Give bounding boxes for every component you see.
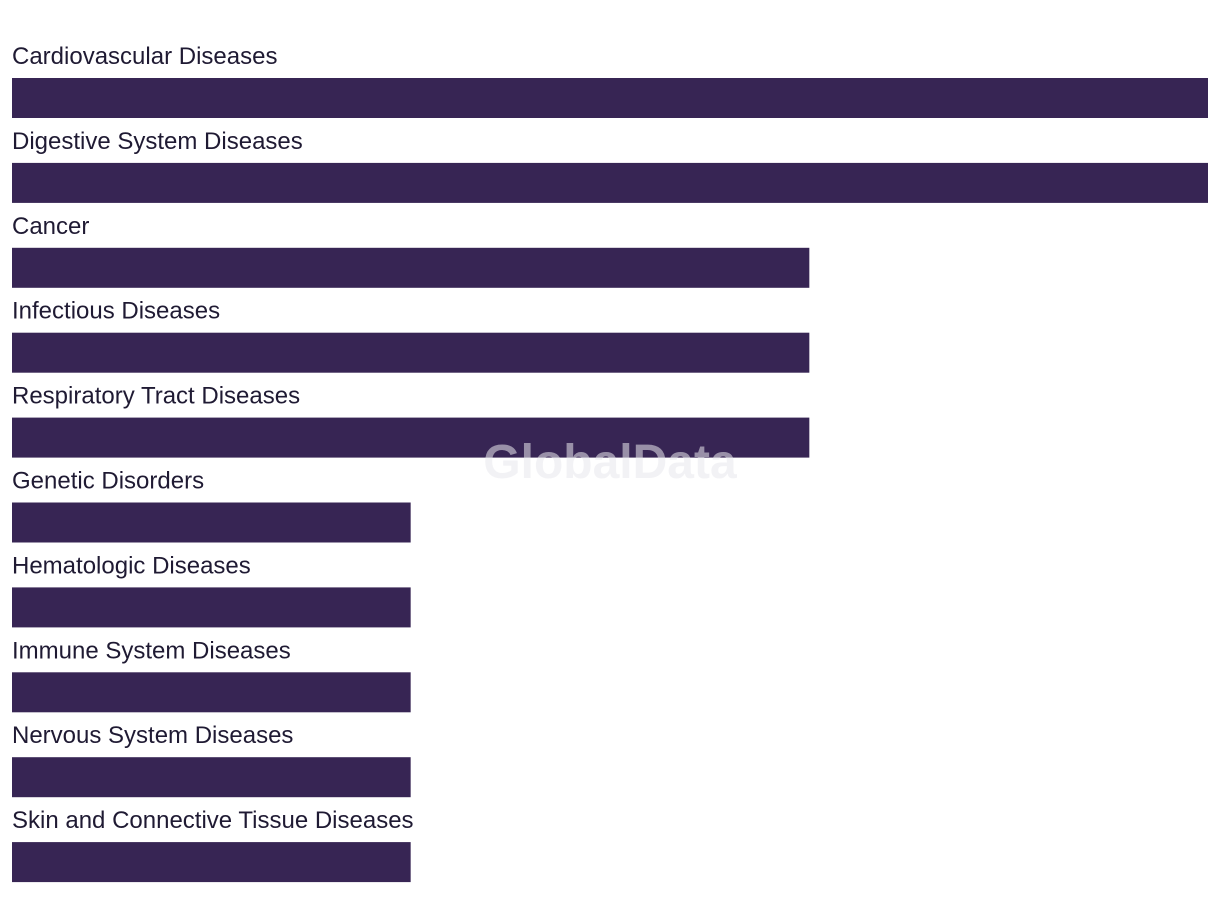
category-label: Genetic Disorders [12, 468, 204, 495]
category-label: Hematologic Diseases [12, 552, 251, 579]
category-label: Respiratory Tract Diseases [12, 383, 300, 410]
category-label: Cardiovascular Diseases [12, 43, 277, 70]
bar [12, 162, 1208, 203]
bar [12, 672, 411, 713]
bar [12, 332, 810, 373]
bar [12, 417, 810, 458]
bar [12, 757, 411, 798]
category-label: Nervous System Diseases [12, 722, 293, 749]
category-label: Digestive System Diseases [12, 128, 303, 155]
category-label: Cancer [12, 213, 89, 240]
watermark: GlobalData [483, 436, 737, 489]
category-label: Infectious Diseases [12, 298, 220, 325]
bar [12, 502, 411, 543]
category-label: Skin and Connective Tissue Diseases [12, 807, 414, 834]
bar [12, 247, 810, 288]
bar [12, 78, 1208, 118]
category-label: Immune System Diseases [12, 637, 291, 664]
bars-layer: Cardiovascular Diseases Digestive System … [12, 43, 1208, 883]
bar [12, 587, 411, 628]
bar [12, 842, 411, 883]
